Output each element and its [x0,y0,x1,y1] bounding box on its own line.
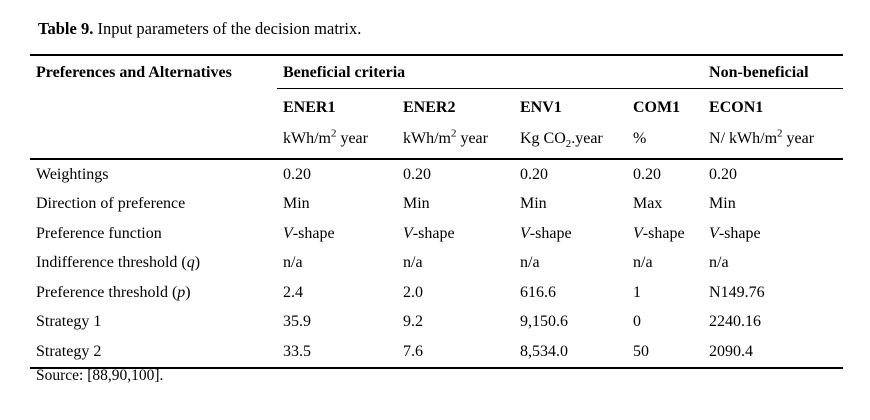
cell-ener2-weightings: 0.20 [403,165,431,183]
criteria-unit-ener2: kWh/m2 year [397,123,514,160]
empty-cell [30,123,277,160]
row-label: Preference function [36,224,162,242]
cell-env1-strategy-1: 9,150.6 [520,313,568,331]
cell-ener2-preference-function: V-shape [403,224,455,242]
table-row-weightings: Weightings 0.20 0.20 0.20 0.20 0.20 [30,159,843,190]
criteria-code-env1: ENV1 [520,98,562,116]
empty-cell [30,89,277,124]
table-caption: Table 9. Input parameters of the decisio… [38,19,361,39]
criteria-code-row: ENER1 ENER2 ENV1 COM1 ECON1 [30,89,843,124]
row-label: Strategy 1 [36,313,102,331]
cell-env1-weightings: 0.20 [520,165,548,183]
row-label: Strategy 2 [30,337,277,369]
criteria-code-com1: COM1 [633,98,681,116]
criteria-unit-econ1: N/ kWh/m2 year [703,123,844,160]
criteria-unit-ener1: kWh/m2 year [277,123,397,160]
table-row-preference-function: Preference function V-shape V-shape V-shape… [30,219,843,249]
criteria-code-ener1: ENER1 [283,98,336,116]
table-caption-text: Input parameters of the decision matrix. [93,19,362,38]
group-non-beneficial: Non-beneficial [703,54,844,89]
criteria-unit-com1: % [627,123,704,160]
decision-matrix-table: Preferences and Alternatives Beneficial … [30,54,844,369]
cell-econ1-indifference-threshold-q: n/a [709,254,729,272]
cell-econ1-direction-of-preference: Min [709,195,736,213]
cell-econ1-preference-function: V-shape [709,224,761,242]
cell-com1-strategy-1: 0 [633,313,641,331]
table-row-strategy-2: Strategy 2 33.5 7.6 8,534.0 50 2090.4 [30,337,844,369]
cell-com1-direction-of-preference: Max [633,195,663,213]
cell-ener2-direction-of-preference: Min [403,195,430,213]
cell-com1-preference-function: V-shape [633,224,685,242]
group-header-row: Preferences and Alternatives Beneficial … [30,54,844,89]
table-header: Preferences and Alternatives Beneficial … [30,54,844,160]
cell-ener1-strategy-2: 33.5 [277,337,397,369]
table-body: Weightings 0.20 0.20 0.20 0.20 0.20 Direction … [30,159,844,369]
cell-econ1-strategy-2: 2090.4 [703,337,844,369]
row-label: Direction of preference [36,195,186,213]
criteria-code-ener2: ENER2 [403,98,456,116]
cell-econ1-weightings: 0.20 [709,165,738,183]
cell-env1-indifference-threshold-q: n/a [520,254,540,272]
cell-com1-weightings: 0.20 [633,165,661,183]
cell-com1-preference-threshold-p: 1 [633,283,641,301]
cell-env1-preference-function: V-shape [520,224,572,242]
row-label: Preference threshold (p) [36,283,191,301]
cell-ener2-preference-threshold-p: 2.0 [403,283,423,301]
source-note: Source: [88,90,100]. [36,367,164,384]
cell-ener2-strategy-1: 9.2 [403,313,423,331]
criteria-unit-env1: Kg CO2.year [514,123,627,160]
cell-env1-preference-threshold-p: 616.6 [520,283,556,301]
cell-ener1-preference-function: V-shape [283,224,335,242]
table-row-strategy-1: Strategy 1 35.9 9.2 9,150.6 0 2240.16 [30,308,843,338]
table-caption-number: Table 9. [38,19,94,38]
cell-econ1-preference-threshold-p: N149.76 [709,283,765,301]
row-label: Indifference threshold (q) [36,254,201,272]
cell-ener2-strategy-2: 7.6 [397,337,514,369]
table-row-indifference-threshold-q: Indifference threshold (q) n/a n/a n/a n/a n/… [30,249,843,279]
table-row-direction-of-preference: Direction of preference Min Min Min Max Min [30,190,843,220]
criteria-unit-row: kWh/m2 year kWh/m2 year Kg CO2.year% N/ kWh… [30,123,844,160]
cell-econ1-strategy-1: 2240.16 [709,313,762,331]
cell-env1-direction-of-preference: Min [520,195,547,213]
cell-ener1-strategy-1: 35.9 [283,313,311,331]
cell-ener2-indifference-threshold-q: n/a [403,254,423,272]
table-row-preference-threshold-p: Preference threshold (p) 2.4 2.0 616.6 1 N149… [30,278,843,308]
cell-env1-strategy-2: 8,534.0 [514,337,627,369]
cell-com1-strategy-2: 50 [627,337,704,369]
cell-com1-indifference-threshold-q: n/a [633,254,653,272]
cell-ener1-preference-threshold-p: 2.4 [283,283,303,301]
row-label: Weightings [36,165,109,183]
cell-ener1-weightings: 0.20 [283,165,311,183]
cell-ener1-indifference-threshold-q: n/a [283,254,303,272]
cell-ener1-direction-of-preference: Min [283,195,310,213]
criteria-code-econ1: ECON1 [709,98,764,116]
group-beneficial-criteria: Beneficial criteria [277,54,704,89]
row-header-title: Preferences and Alternatives [30,54,277,89]
